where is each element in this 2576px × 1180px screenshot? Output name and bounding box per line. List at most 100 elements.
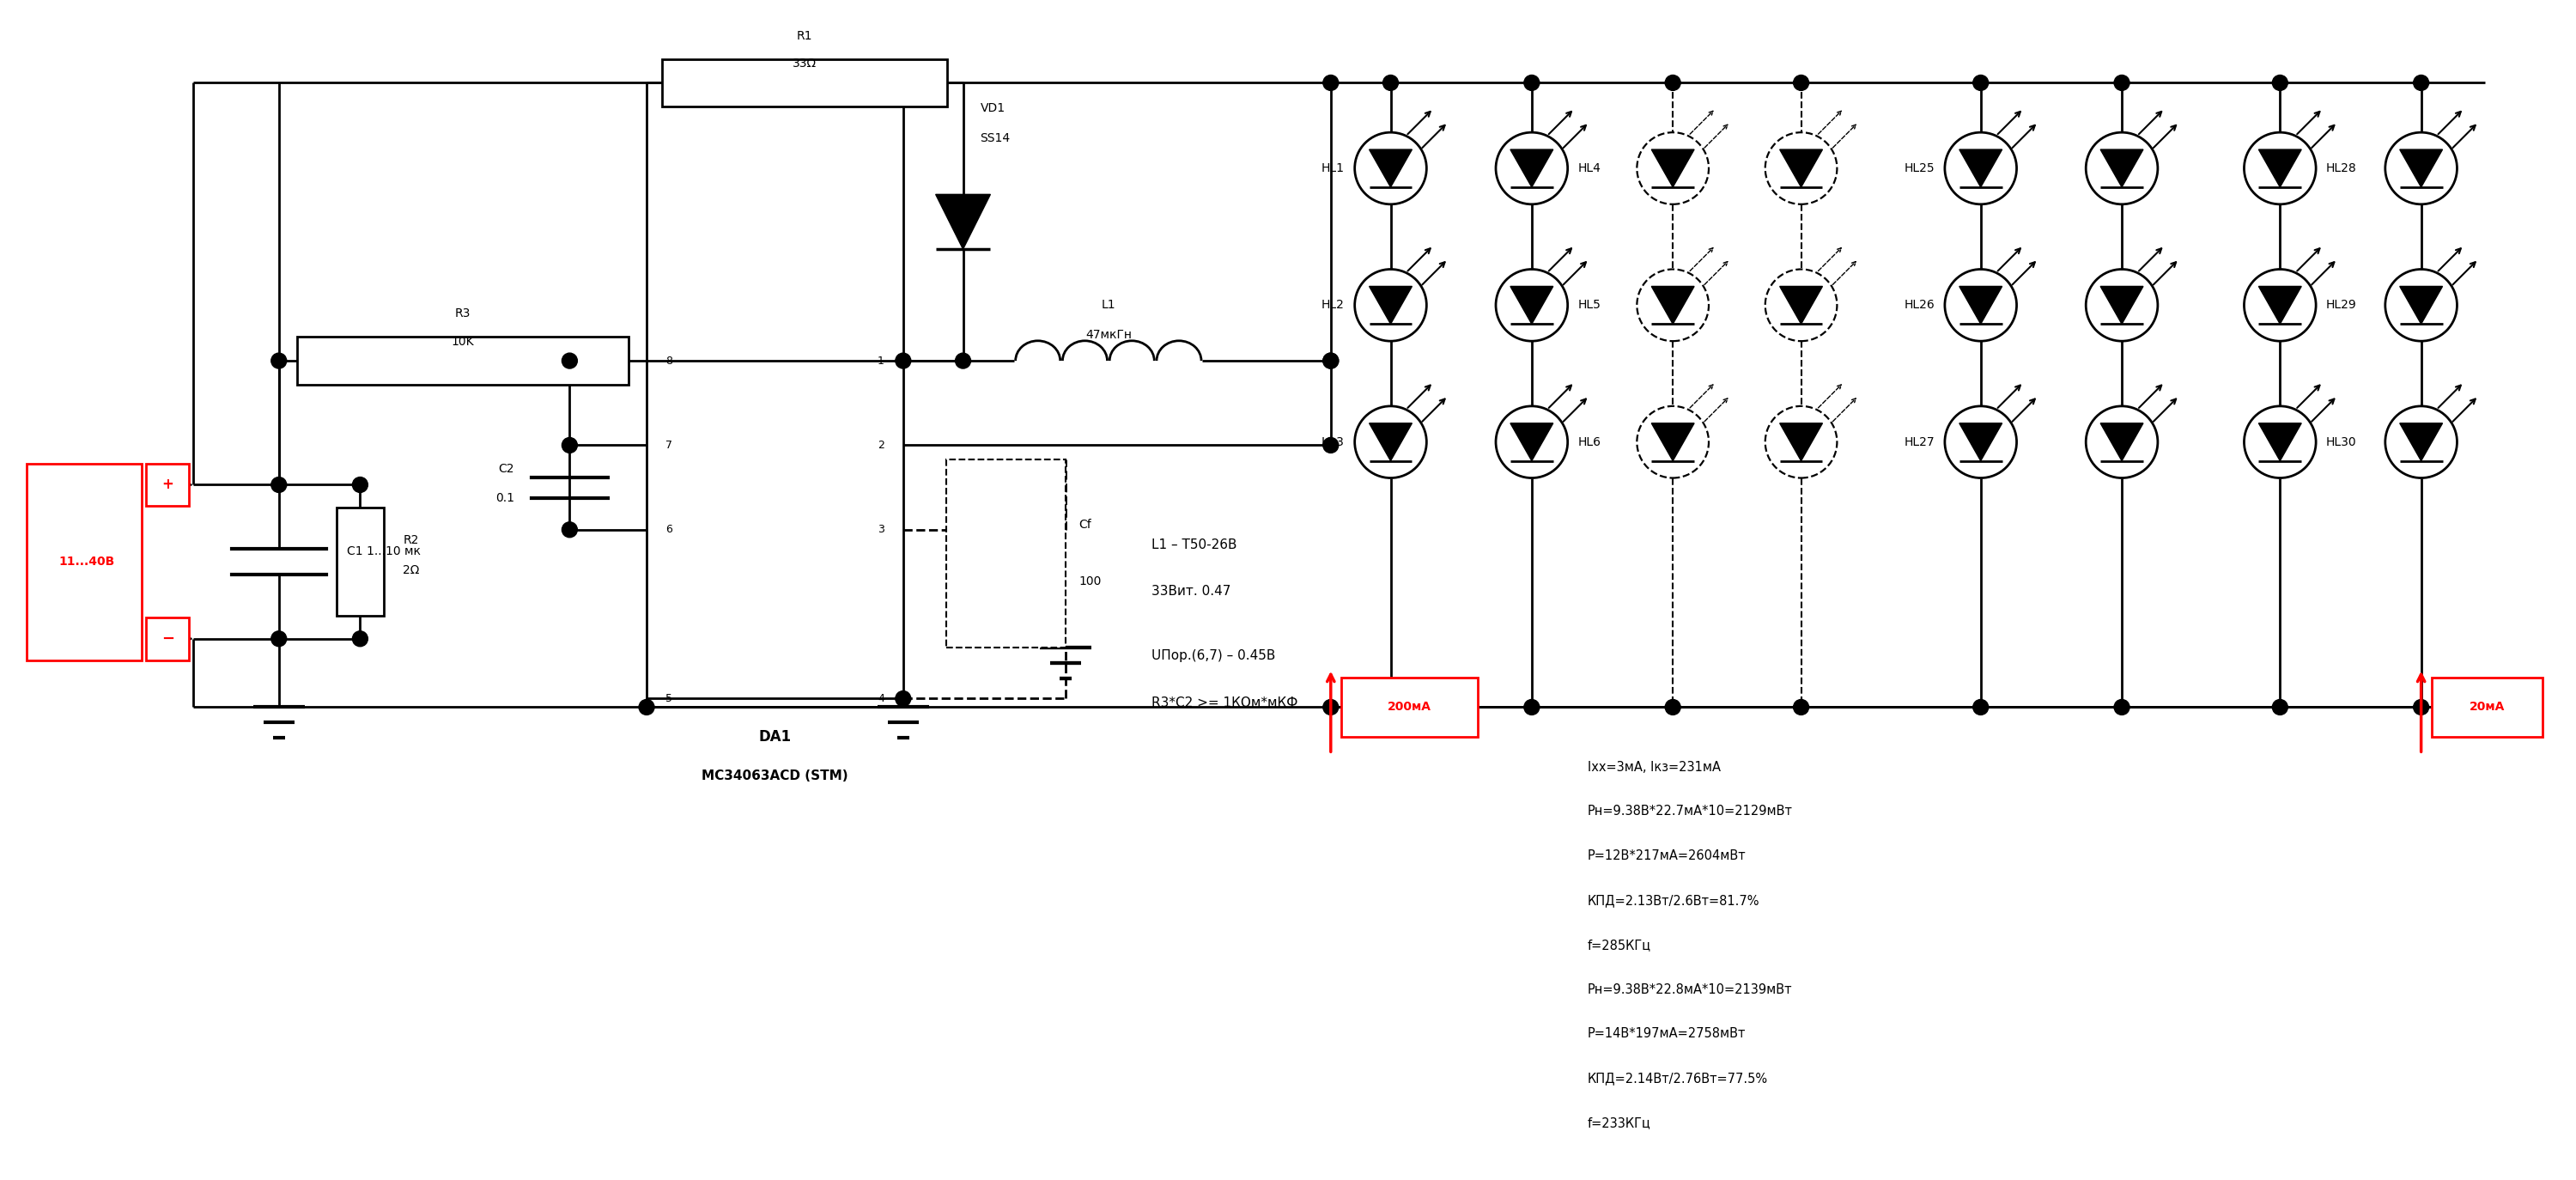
Circle shape [1664,700,1680,715]
Text: Ixx=3мА, Iкз=231мА: Ixx=3мА, Iкз=231мА [1587,761,1721,774]
Text: f=285КГц: f=285КГц [1587,938,1651,951]
Text: 47мкГн: 47мкГн [1084,329,1131,341]
Polygon shape [1960,150,2002,188]
Text: MC34063ACD (STM): MC34063ACD (STM) [701,769,848,782]
Text: C1 1...10 мк: C1 1...10 мк [348,545,420,557]
Polygon shape [2099,424,2143,461]
Circle shape [2115,700,2130,715]
Text: 33Вит. 0.47: 33Вит. 0.47 [1151,585,1231,598]
Circle shape [2115,76,2130,91]
Text: 5: 5 [665,693,672,704]
Polygon shape [2099,150,2143,188]
Text: 100: 100 [1079,576,1100,588]
Circle shape [270,353,286,368]
Text: 0.1: 0.1 [495,492,515,504]
Circle shape [1664,76,1680,91]
Bar [647,361,904,699]
Text: 3: 3 [878,524,884,536]
FancyBboxPatch shape [2432,677,2543,738]
Polygon shape [1370,424,1412,461]
Text: 7: 7 [665,440,672,451]
Text: Cf: Cf [1079,519,1092,531]
Text: HL27: HL27 [1904,437,1935,448]
Text: HL25: HL25 [1904,163,1935,175]
Text: 8: 8 [665,355,672,366]
Polygon shape [2099,287,2143,324]
Circle shape [639,700,654,715]
Circle shape [1324,76,1340,91]
Text: +: + [162,477,173,492]
Polygon shape [1960,424,2002,461]
Polygon shape [2401,287,2442,324]
Polygon shape [1370,287,1412,324]
Text: 200мА: 200мА [1388,701,1432,713]
Text: 11...40В: 11...40В [59,556,113,568]
Circle shape [562,438,577,453]
Circle shape [2272,76,2287,91]
Text: Р=14В*197мА=2758мВт: Р=14В*197мА=2758мВт [1587,1028,1747,1041]
FancyBboxPatch shape [26,464,142,660]
Circle shape [353,631,368,647]
Circle shape [896,691,912,707]
Polygon shape [1651,424,1695,461]
Bar [296,336,629,385]
Circle shape [270,477,286,492]
Text: C2: C2 [497,463,515,474]
Text: HL4: HL4 [1579,163,1602,175]
Circle shape [1383,76,1399,91]
Circle shape [956,353,971,368]
Text: HL3: HL3 [1321,437,1345,448]
Text: HL28: HL28 [2326,163,2357,175]
Circle shape [1324,353,1340,368]
Circle shape [1973,700,1989,715]
Text: SS14: SS14 [979,132,1010,144]
Polygon shape [1651,287,1695,324]
Circle shape [1324,700,1340,715]
Text: 6: 6 [665,524,672,536]
Text: 1: 1 [878,355,884,366]
Text: L1: L1 [1103,300,1115,312]
Circle shape [2272,700,2287,715]
Text: Р=12В*217мА=2604мВт: Р=12В*217мА=2604мВт [1587,850,1747,863]
Text: КПД=2.14Вт/2.76Вт=77.5%: КПД=2.14Вт/2.76Вт=77.5% [1587,1071,1767,1084]
Text: UПор.(6,7) – 0.45В: UПор.(6,7) – 0.45В [1151,649,1275,662]
Text: Рн=9.38В*22.8мА*10=2139мВт: Рн=9.38В*22.8мА*10=2139мВт [1587,983,1793,996]
Bar [945,459,1066,648]
Circle shape [1973,76,1989,91]
Text: 20мА: 20мА [2470,701,2504,713]
Circle shape [1793,76,1808,91]
Circle shape [1324,438,1340,453]
Bar [337,507,384,616]
Circle shape [2414,700,2429,715]
Polygon shape [2259,150,2300,188]
Polygon shape [1960,287,2002,324]
Text: R3*C2 >= 1КОм*мКФ: R3*C2 >= 1КОм*мКФ [1151,696,1298,709]
Text: Рн=9.38В*22.7мА*10=2129мВт: Рн=9.38В*22.7мА*10=2129мВт [1587,805,1793,818]
Polygon shape [1370,150,1412,188]
FancyBboxPatch shape [1342,677,1479,738]
Text: L1 – T50-26В: L1 – T50-26В [1151,538,1236,551]
Text: HL26: HL26 [1904,300,1935,312]
Circle shape [1525,76,1540,91]
Text: 2Ω: 2Ω [402,564,420,576]
Circle shape [2414,76,2429,91]
Polygon shape [935,195,989,249]
Text: R3: R3 [456,308,471,320]
Circle shape [562,522,577,537]
Circle shape [896,353,912,368]
Polygon shape [2259,424,2300,461]
Text: DA1: DA1 [757,729,791,745]
Polygon shape [1510,150,1553,188]
Text: R2: R2 [402,535,420,546]
Text: 33Ω: 33Ω [793,58,817,70]
Polygon shape [1651,150,1695,188]
Text: 2: 2 [878,440,884,451]
Text: HL30: HL30 [2326,437,2357,448]
Text: КПД=2.13Вт/2.6Вт=81.7%: КПД=2.13Вт/2.6Вт=81.7% [1587,894,1759,907]
Polygon shape [1510,424,1553,461]
Text: HL2: HL2 [1321,300,1345,312]
Circle shape [1324,353,1340,368]
Text: HL6: HL6 [1579,437,1602,448]
Circle shape [270,631,286,647]
Text: HL5: HL5 [1579,300,1602,312]
